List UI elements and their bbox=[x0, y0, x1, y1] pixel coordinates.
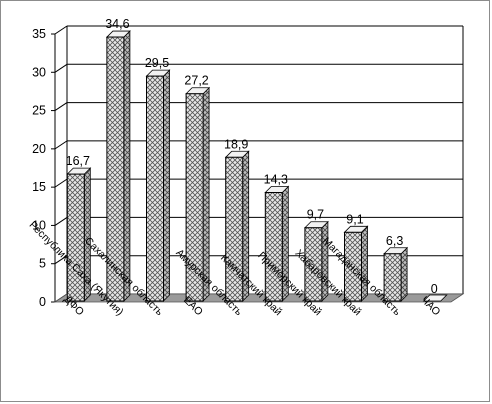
bar bbox=[264, 192, 283, 302]
bar-side bbox=[400, 246, 408, 302]
y-tick-label: 15 bbox=[32, 180, 46, 194]
y-tick-label: 25 bbox=[32, 104, 46, 118]
bar bbox=[304, 227, 323, 302]
data-label: 18,9 bbox=[224, 137, 248, 151]
bar bbox=[185, 93, 204, 302]
y-tick-label: 30 bbox=[32, 65, 46, 79]
gridline-side bbox=[54, 217, 68, 226]
bar bbox=[225, 156, 244, 302]
bar bbox=[422, 294, 448, 302]
y-tick-label: 20 bbox=[32, 142, 46, 156]
gridline-side bbox=[54, 140, 68, 150]
data-labels: 16,7 34,6 29,5 27,2 18,9 14,3 9,7 9,1 6,3 0 bbox=[66, 17, 438, 296]
y-tick-label: 10 bbox=[32, 218, 46, 232]
y-tick-label: 5 bbox=[39, 257, 46, 271]
bar-side bbox=[123, 30, 131, 302]
bar bbox=[344, 231, 362, 302]
gridline-side bbox=[54, 255, 68, 265]
data-label: 29,5 bbox=[145, 56, 169, 70]
data-label: 9,7 bbox=[307, 208, 324, 222]
bar bbox=[66, 173, 85, 302]
bars bbox=[66, 30, 448, 302]
data-label: 34,6 bbox=[105, 17, 129, 31]
bar bbox=[383, 253, 402, 302]
bar bbox=[106, 36, 125, 302]
data-label: 16,7 bbox=[66, 154, 90, 168]
gridline-side bbox=[54, 102, 68, 111]
data-label: 14,3 bbox=[264, 173, 288, 187]
y-tick-label: 35 bbox=[32, 27, 46, 41]
data-label: 27,2 bbox=[184, 74, 208, 88]
data-label: 0 bbox=[431, 282, 438, 296]
y-tick-label: 0 bbox=[39, 295, 46, 309]
gridline-side bbox=[54, 25, 68, 35]
gridline-side bbox=[54, 63, 68, 73]
data-label: 6,3 bbox=[386, 234, 403, 248]
data-label: 9,1 bbox=[346, 212, 363, 226]
gridline-side bbox=[54, 178, 68, 188]
bar-side bbox=[163, 69, 170, 302]
bar bbox=[146, 75, 164, 302]
